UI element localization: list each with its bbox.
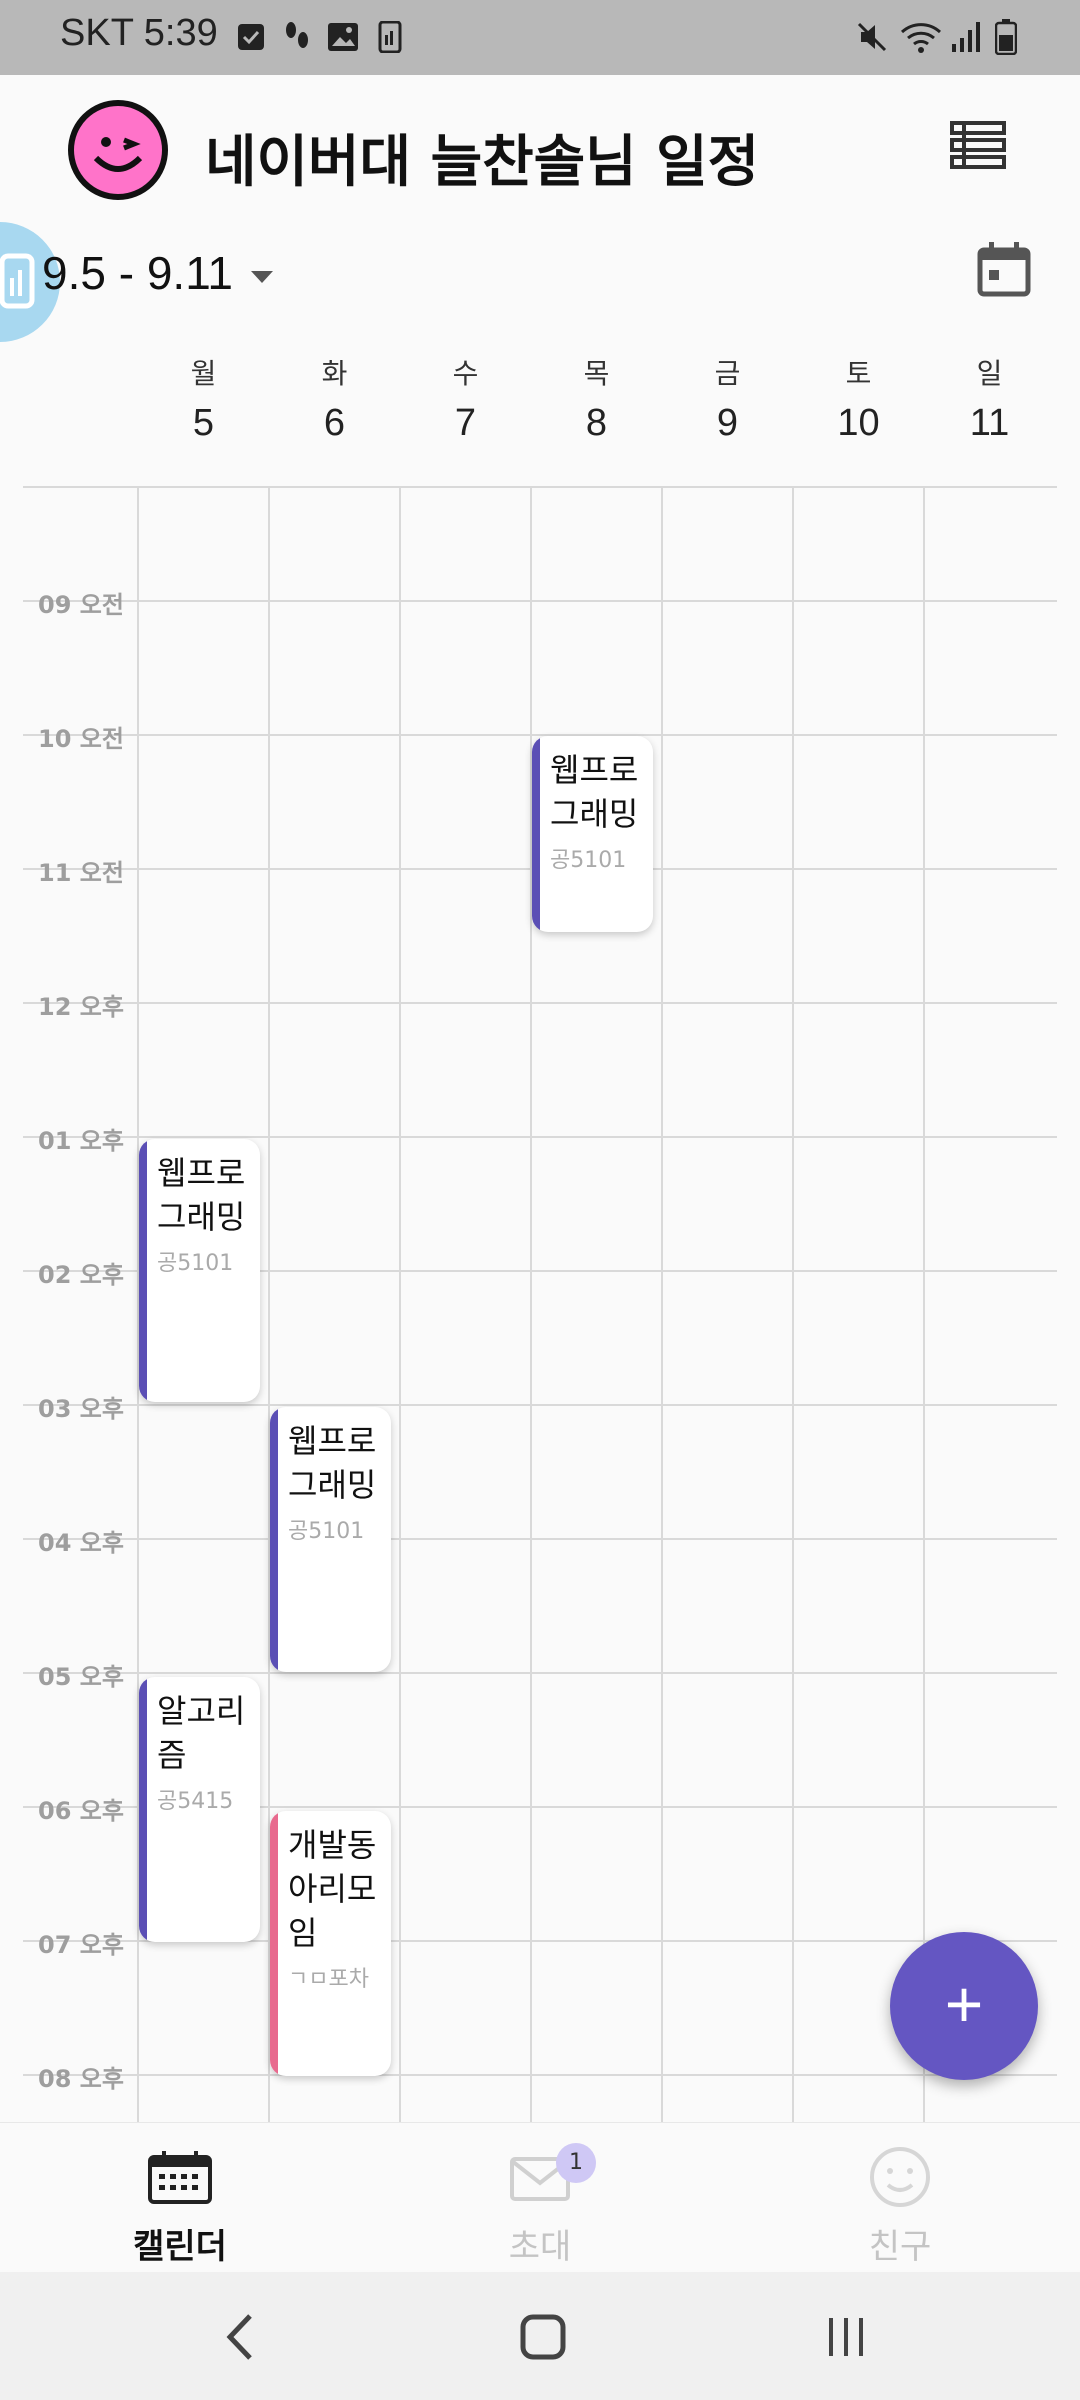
- event-title: 웹프로그래밍: [288, 1422, 377, 1504]
- floating-bubble[interactable]: [0, 222, 60, 342]
- bottom-nav: 캘린더 1 초대 친구: [0, 2122, 1080, 2273]
- time-label: 02 오후: [38, 1261, 124, 1289]
- calendar-picker-button[interactable]: [975, 240, 1035, 300]
- nav-item-invite[interactable]: 1 초대: [430, 2143, 650, 2268]
- week-range-label: 9.5 - 9.11: [42, 247, 233, 299]
- day-header-sat[interactable]: 토 10: [837, 357, 880, 444]
- time-label: 04 오후: [38, 1529, 124, 1557]
- day-header-sun[interactable]: 일 11: [969, 357, 1010, 444]
- event-title: 알고리즘: [157, 1692, 246, 1774]
- phone-usage-bubble-icon: [0, 253, 35, 309]
- event-location: 공5101: [157, 1251, 234, 1276]
- time-label: 05 오후: [38, 1663, 124, 1691]
- grid-line: [23, 486, 1057, 488]
- calendar-icon: [977, 242, 1031, 297]
- profile-avatar[interactable]: [68, 100, 168, 200]
- time-label: 01 오후: [38, 1127, 124, 1155]
- mute-icon: [855, 18, 889, 56]
- recent-apps-icon: [829, 2318, 863, 2356]
- grid-line: [661, 486, 663, 2122]
- time-label: 10 오전: [38, 725, 124, 753]
- grid-line: [23, 1404, 1057, 1406]
- checkbox-icon: [236, 18, 266, 56]
- nav-item-friends[interactable]: 친구: [790, 2143, 1010, 2268]
- status-time: SKT 5:39: [60, 12, 218, 54]
- grid-line: [23, 1538, 1057, 1540]
- time-label: 12 오후: [38, 993, 124, 1021]
- grid-line: [530, 486, 532, 2122]
- event-location: 공5415: [157, 1789, 234, 1814]
- event-card[interactable]: 웹프로그래밍 공5101: [270, 1407, 391, 1672]
- time-label: 11 오전: [38, 859, 124, 887]
- nav-label-invite: 초대: [508, 2227, 572, 2267]
- event-card[interactable]: 개발동아리모임 ㄱㅁ포차: [270, 1811, 391, 2076]
- dropdown-caret-icon: [250, 270, 273, 283]
- smiley-icon: [870, 2147, 930, 2207]
- status-bar: SKT 5:39: [0, 0, 1080, 75]
- event-location: ㄱㅁ포차: [288, 1967, 369, 1992]
- system-nav-bar: [0, 2272, 1080, 2400]
- time-label: 08 오후: [38, 2065, 124, 2093]
- battery-icon: [995, 18, 1017, 56]
- event-title: 웹프로그래밍: [157, 1154, 246, 1236]
- time-label: 06 오후: [38, 1797, 124, 1825]
- invite-count-badge: 1: [556, 2143, 596, 2183]
- time-label: 03 오후: [38, 1395, 124, 1423]
- list-view-icon: [950, 121, 1006, 169]
- time-label: 07 오후: [38, 1931, 124, 1959]
- calendar-icon: [148, 2151, 212, 2204]
- grid-line: [23, 1672, 1057, 1674]
- page-title: 네이버대 늘찬솔님 일정: [205, 130, 760, 195]
- nav-label-calendar: 캘린더: [133, 2227, 227, 2267]
- home-icon: [520, 2314, 566, 2360]
- grid-line: [23, 1136, 1057, 1138]
- grid-line: [399, 486, 401, 2122]
- event-title: 개발동아리모임: [288, 1826, 377, 1952]
- add-event-button[interactable]: +: [890, 1932, 1038, 2080]
- wink-smiley-icon: [93, 137, 143, 172]
- event-card[interactable]: 알고리즘 공5415: [139, 1677, 260, 1942]
- time-label: 09 오전: [38, 591, 124, 619]
- grid-line: [23, 2074, 1057, 2076]
- nav-label-friends: 친구: [868, 2227, 932, 2267]
- event-title: 웹프로그래밍: [550, 751, 639, 833]
- footsteps-icon: [282, 18, 312, 56]
- recent-apps-button[interactable]: [806, 2302, 886, 2372]
- week-range-selector[interactable]: 9.5 - 9.11: [42, 246, 273, 300]
- grid-line: [23, 600, 1057, 602]
- grid-line: [23, 1002, 1057, 1004]
- event-location: 공5101: [288, 1519, 365, 1544]
- list-view-button[interactable]: [948, 115, 1008, 175]
- app-header: 네이버대 늘찬솔님 일정: [0, 75, 1080, 225]
- image-icon: [327, 18, 359, 56]
- grid-line: [923, 486, 925, 2122]
- phone-usage-icon: [378, 18, 402, 56]
- signal-icon: [950, 18, 984, 56]
- event-card[interactable]: 웹프로그래밍 공5101: [139, 1139, 260, 1402]
- home-button[interactable]: [503, 2302, 583, 2372]
- grid-line: [792, 486, 794, 2122]
- nav-item-calendar[interactable]: 캘린더: [70, 2143, 290, 2268]
- event-location: 공5101: [550, 848, 627, 873]
- back-icon: [226, 2314, 252, 2360]
- wifi-icon: [900, 18, 942, 56]
- grid-line: [23, 734, 1057, 736]
- back-button[interactable]: [200, 2302, 280, 2372]
- event-card[interactable]: 웹프로그래밍 공5101: [532, 736, 653, 932]
